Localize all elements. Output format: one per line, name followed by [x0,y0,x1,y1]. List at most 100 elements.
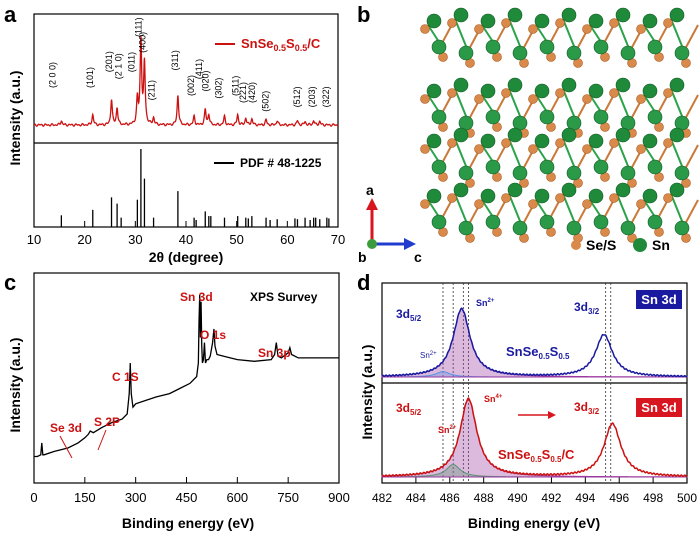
sn-atom [507,182,523,198]
se-s-atom [663,193,673,203]
xrd-peak-labels: (2 0 0) (101) (201) (2 1 0) (011) (111)(400) (… [47,17,331,111]
bond [562,138,577,172]
bottom-sn2plus-label: Sn2+ [438,425,457,435]
sn-atom [588,83,604,99]
sn-atom [512,165,528,181]
sn-atom [485,109,501,125]
bond [454,18,469,52]
spectrum-line [381,397,688,478]
se-s-atom [501,88,511,98]
peak-label: (020) [200,71,210,92]
top-3d32-label: 3d3/2 [574,300,600,316]
peak-label: (101) [85,67,95,88]
panel-c: c Intensity (a.u.) 0 150 300 450 600 750 900 B… [4,270,350,531]
x-tick-label: 494 [575,491,595,505]
se-s-atom [555,193,565,203]
sn-atom [485,214,501,230]
se-s-atom [447,193,457,203]
x-tick-label: 750 [277,490,299,505]
sn-atom [458,220,474,236]
sn-atom [507,7,523,23]
crystal-structure [420,7,699,243]
sn-atom [561,182,577,198]
sn-atom [615,182,631,198]
sn-atom [615,127,631,143]
sn-atom [485,39,501,55]
sn-atom [539,159,555,175]
bond [616,88,631,122]
bond [508,193,523,227]
se-s-atom [528,144,538,154]
se-s-atom [609,138,619,148]
se-s-atom [528,199,538,209]
se-s-atom [474,199,484,209]
x-tick-label: 482 [372,491,392,505]
sn-atom [588,13,604,29]
se-s-atom [528,24,538,34]
sn-atom [674,220,690,236]
x-tick-label: 10 [27,232,41,247]
sn-atom [566,45,582,61]
x-tick-label: 600 [226,490,248,505]
panel-a-ylabel: Intensity (a.u.) [7,71,23,166]
bond [562,18,577,52]
sn-atom [620,45,636,61]
sn-atom [615,77,631,93]
sn-atom [593,159,609,175]
panel-c-title: XPS Survey [250,290,318,304]
sn-atom [620,220,636,236]
se-s-atom [582,94,592,104]
sn-atom [642,188,658,204]
survey-pointer [97,429,107,451]
legend-se-label: Se/S [586,237,616,253]
pdf-reference-bars [60,149,330,227]
sn-atom [669,127,685,143]
sn-atom [561,7,577,23]
sn-atom [480,188,496,204]
x-tick-label: 60 [280,232,294,247]
se-s-atom [582,24,592,34]
se-s-atom [663,88,673,98]
bond [454,193,469,227]
sn-atom [647,39,663,55]
se-s-atom [582,199,592,209]
bond [683,199,699,227]
sn-atom [647,159,663,175]
x-tick-label: 20 [77,232,91,247]
top-sn2plus-label: Sn2+ [476,298,495,308]
se-s-atom [609,18,619,28]
sn-atom [534,133,550,149]
sn-atom [539,109,555,125]
bond [683,144,699,172]
bottom-3d52-label: 3d5/2 [396,401,422,417]
sn-atom [453,7,469,23]
legend-top-label: SnSe0.5S0.5/C [241,36,321,53]
sn-atom [453,182,469,198]
bottom-sample-label: SnSe0.5S0.5/C [498,447,575,464]
top-sample-label: SnSe0.5S0.5 [506,344,570,361]
panel-a-x-axis: 10 20 30 40 50 60 70 [27,221,345,247]
x-tick-label: 492 [541,491,561,505]
sn-atom [512,45,528,61]
peak-label: (221) [238,82,248,103]
sn-atom [593,214,609,230]
peak-label: (201) [104,51,114,72]
sn-atom [669,7,685,23]
sn-atom [674,45,690,61]
xps-survey-line [34,294,339,458]
bond [683,94,699,122]
x-tick-label: 500 [677,491,697,505]
peak-label: (002) [186,75,196,96]
x-tick-label: 484 [406,491,426,505]
sn-atom [615,7,631,23]
sn-atom [539,214,555,230]
peak-label: (502) [261,91,271,112]
se-s-atom [420,24,430,34]
bond [508,88,523,122]
bond [670,193,685,227]
sn3d-top-spectrum [381,307,688,378]
peak-label: (011) [126,52,136,72]
panel-c-ylabel: Intensity (a.u.) [7,338,23,433]
sn-atom [674,165,690,181]
